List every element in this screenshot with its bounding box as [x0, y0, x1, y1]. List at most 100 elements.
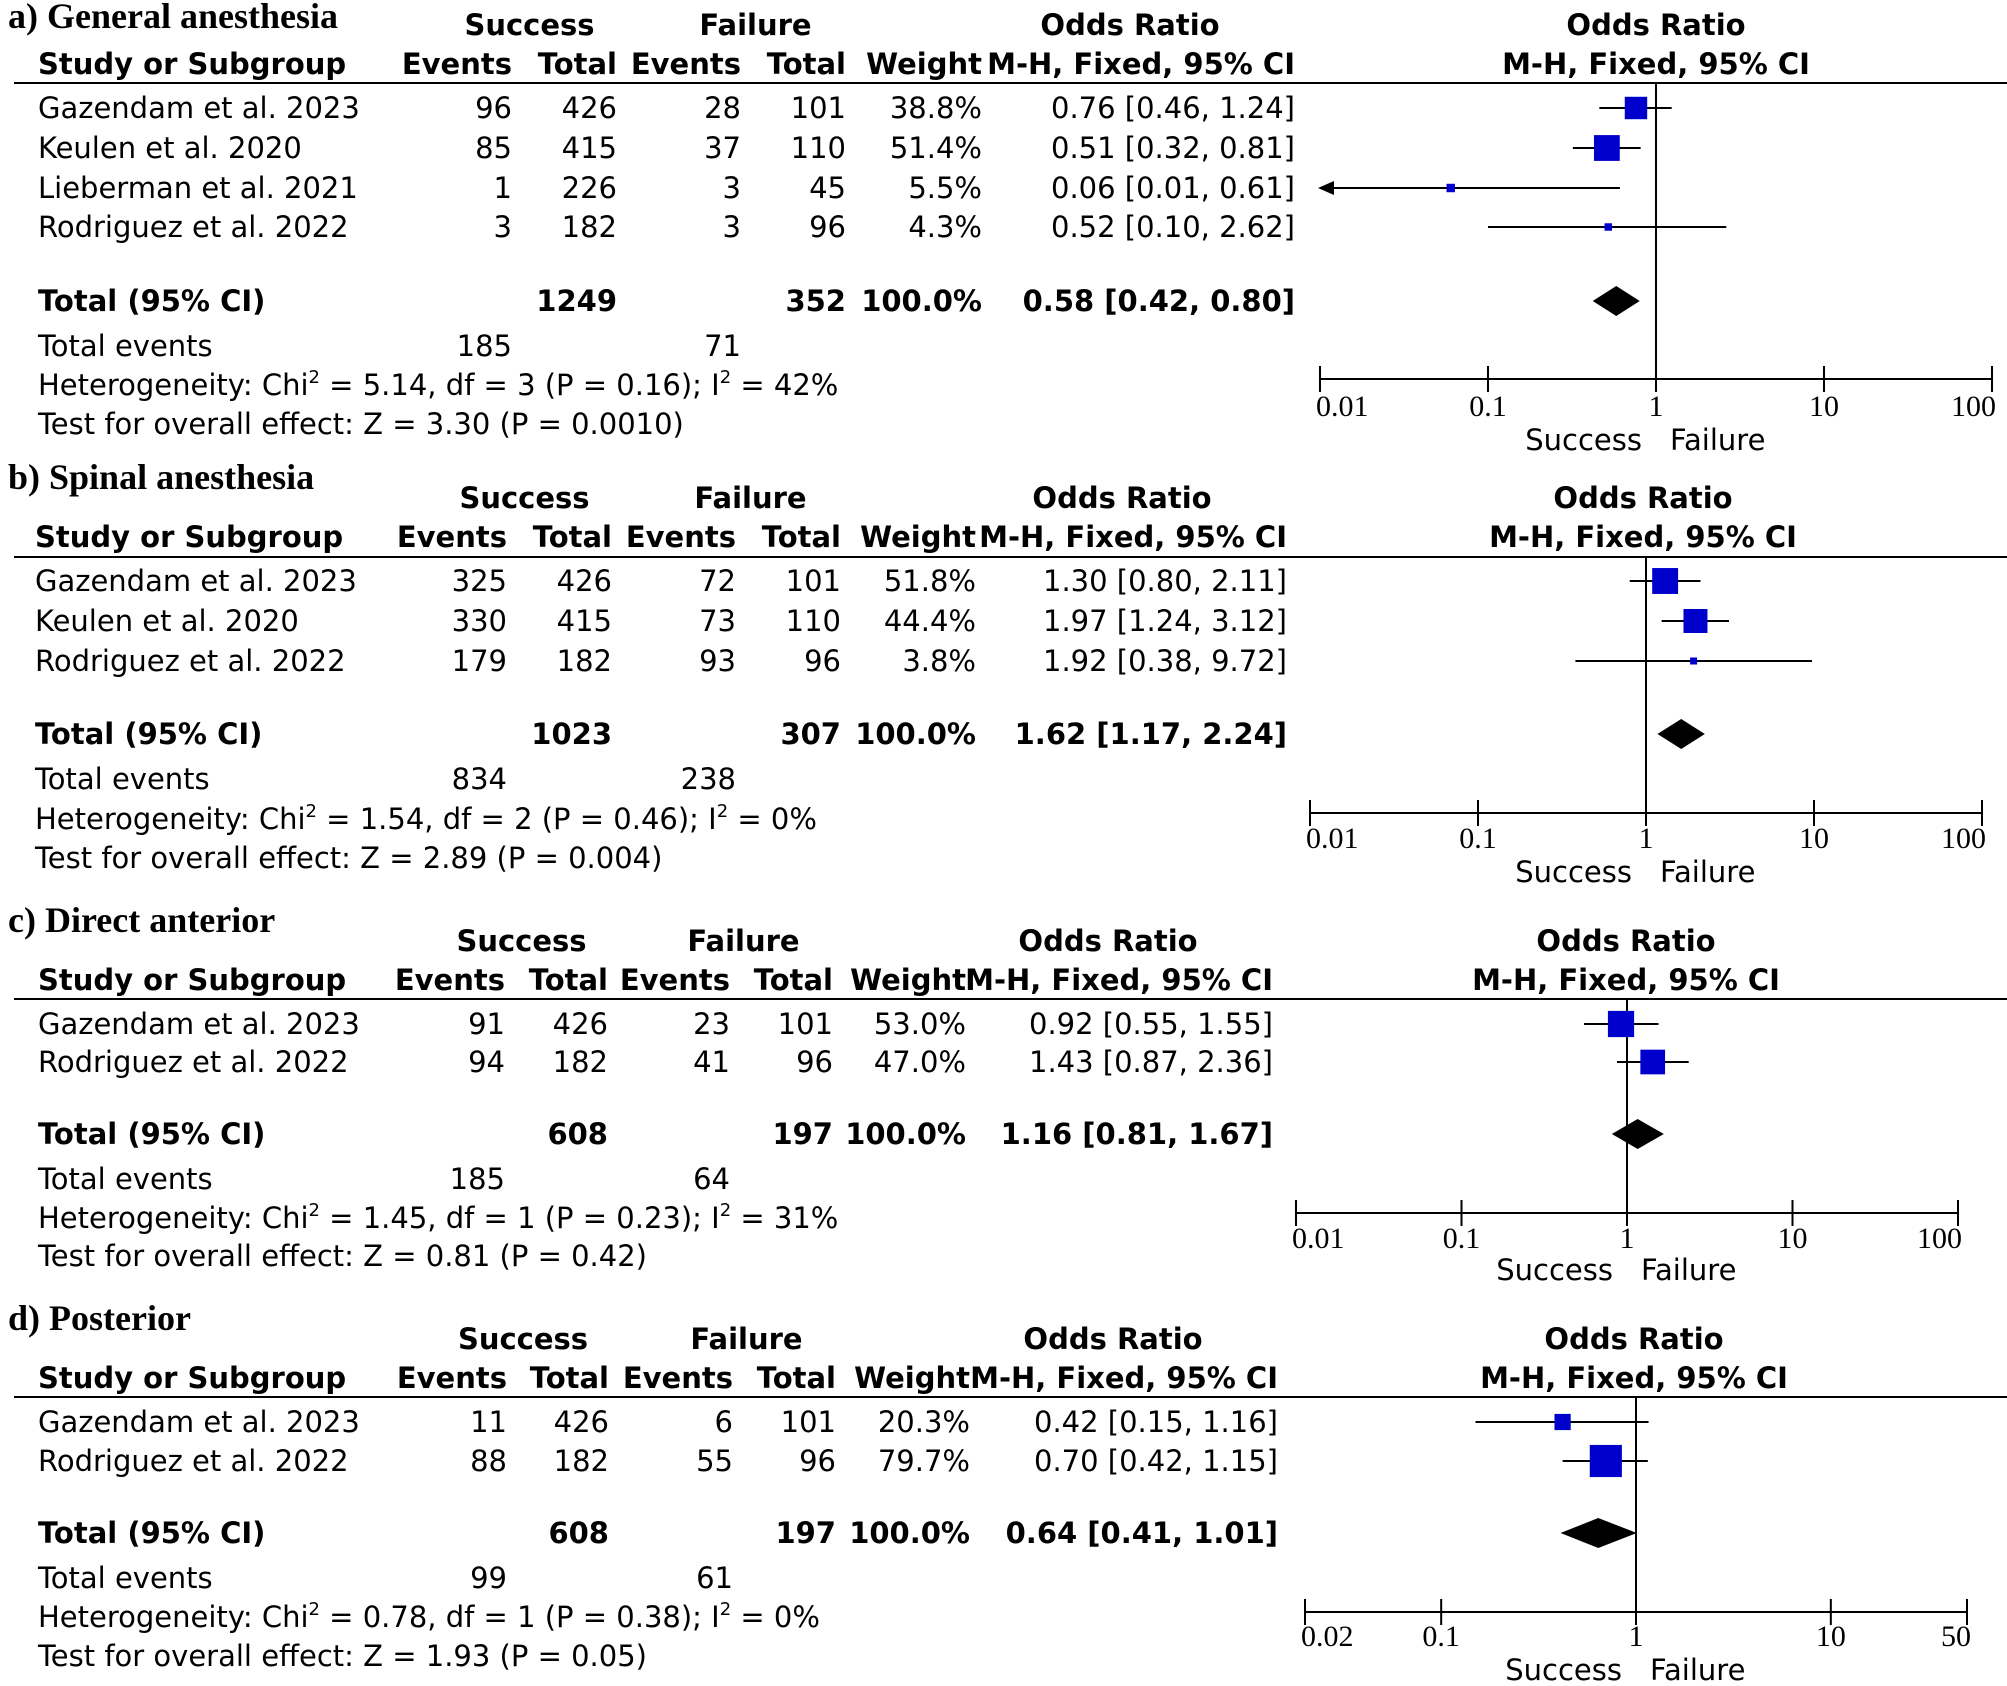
- study-row: Rodriguez et al. 2022 94 182 41 96 47.0% 1.43 …: [38, 1045, 1689, 1079]
- study-weight: 20.3%: [878, 1405, 970, 1439]
- study-odds-ratio: 1.30 [0.80, 2.11]: [1043, 564, 1287, 598]
- header-odds-ratio: Odds Ratio: [1040, 8, 1219, 42]
- study-weight: 4.3%: [908, 210, 982, 244]
- total-odds-ratio: 0.58 [0.42, 0.80]: [1023, 284, 1295, 318]
- failure-events: 73: [699, 604, 736, 638]
- study-weight: 51.8%: [884, 564, 976, 598]
- study-name: Rodriguez et al. 2022: [38, 1045, 349, 1079]
- failure-total: 45: [809, 171, 846, 205]
- success-events: 179: [452, 644, 507, 678]
- study-name: Lieberman et al. 2021: [38, 171, 358, 205]
- study-row: Rodriguez et al. 2022 179 182 93 96 3.8% 1.92 …: [35, 644, 1812, 678]
- success-total: 426: [557, 564, 612, 598]
- header-success-total: Total: [533, 520, 612, 554]
- total-events-label: Total events: [37, 329, 213, 363]
- x-tick-label: 100: [1951, 390, 1996, 423]
- total-diamond: [1611, 1119, 1664, 1149]
- study-weight: 47.0%: [874, 1045, 966, 1079]
- x-tick-label: 0.1: [1422, 1620, 1460, 1653]
- success-total: 182: [554, 1444, 609, 1478]
- header-success-total: Total: [538, 47, 617, 81]
- overall-effect: Test for overall effect: Z = 0.81 (P = 0…: [37, 1239, 647, 1273]
- header-failure: Failure: [699, 8, 811, 42]
- header-odds-ratio: Odds Ratio: [1023, 1322, 1202, 1356]
- header-odds-ratio: Odds Ratio: [1018, 924, 1197, 958]
- header-failure-total: Total: [754, 963, 833, 997]
- heterogeneity: Heterogeneity: Chi2 = 1.45, df = 1 (P = …: [38, 1200, 838, 1235]
- total-events-success: 185: [457, 329, 512, 363]
- plot-header-odds-ratio: Odds Ratio: [1566, 8, 1745, 42]
- failure-total: 101: [786, 564, 841, 598]
- header-method: M-H, Fixed, 95% CI: [965, 963, 1273, 997]
- study-row: Keulen et al. 2020 330 415 73 110 44.4% 1.97 […: [35, 604, 1730, 638]
- favours-failure-label: Failure: [1660, 855, 1755, 889]
- failure-events: 55: [696, 1444, 733, 1478]
- panel-title: d) Posterior: [8, 1298, 191, 1338]
- favours-success-label: Success: [1525, 423, 1642, 457]
- panel-title: c) Direct anterior: [8, 900, 275, 940]
- failure-events: 6: [715, 1405, 733, 1439]
- header-success: Success: [464, 8, 594, 42]
- study-name: Rodriguez et al. 2022: [38, 210, 349, 244]
- study-name: Keulen et al. 2020: [38, 131, 302, 165]
- study-weight: 38.8%: [890, 91, 982, 125]
- x-tick-label: 0.01: [1306, 822, 1359, 855]
- x-tick-label: 0.1: [1459, 822, 1497, 855]
- forest-panel-b: b) Spinal anesthesia Success Failure Odds R…: [8, 457, 2007, 889]
- failure-total: 96: [809, 210, 846, 244]
- success-events: 3: [494, 210, 512, 244]
- study-name: Rodriguez et al. 2022: [35, 644, 346, 678]
- header-study: Study or Subgroup: [35, 520, 343, 554]
- header-study: Study or Subgroup: [38, 1361, 346, 1395]
- plot-header-odds-ratio: Odds Ratio: [1553, 481, 1732, 515]
- total-odds-ratio: 1.62 [1.17, 2.24]: [1015, 717, 1287, 751]
- header-success: Success: [458, 1322, 588, 1356]
- failure-events: 3: [723, 171, 741, 205]
- plot-header-method: M-H, Fixed, 95% CI: [1489, 520, 1797, 554]
- study-weight: 51.4%: [890, 131, 982, 165]
- success-total: 182: [562, 210, 617, 244]
- study-row: Rodriguez et al. 2022 88 182 55 96 79.7% 0.70 …: [38, 1444, 1648, 1478]
- failure-events: 3: [723, 210, 741, 244]
- header-failure-events: Events: [626, 520, 736, 554]
- ci-arrow: [1318, 181, 1334, 195]
- study-square: [1683, 609, 1708, 633]
- header-failure-events: Events: [620, 963, 730, 997]
- total-success-total: 608: [548, 1516, 609, 1550]
- header-failure-total: Total: [757, 1361, 836, 1395]
- x-tick-label: 0.1: [1469, 390, 1507, 423]
- total-diamond: [1657, 719, 1705, 749]
- favours-success-label: Success: [1496, 1253, 1613, 1287]
- x-tick-label: 50: [1941, 1620, 1971, 1653]
- study-weight: 53.0%: [874, 1007, 966, 1041]
- study-odds-ratio: 0.06 [0.01, 0.61]: [1051, 171, 1295, 205]
- header-failure-events: Events: [631, 47, 741, 81]
- header-success: Success: [459, 481, 589, 515]
- success-events: 11: [470, 1405, 507, 1439]
- success-events: 88: [470, 1444, 507, 1478]
- total-success-total: 608: [547, 1117, 608, 1151]
- total-failure-total: 197: [775, 1516, 836, 1550]
- success-events: 94: [468, 1045, 505, 1079]
- study-square: [1607, 1010, 1635, 1038]
- heterogeneity: Heterogeneity: Chi2 = 0.78, df = 1 (P = …: [38, 1599, 820, 1634]
- header-success-events: Events: [395, 963, 505, 997]
- header-failure: Failure: [690, 1322, 802, 1356]
- study-odds-ratio: 0.52 [0.10, 2.62]: [1051, 210, 1295, 244]
- success-events: 96: [475, 91, 512, 125]
- study-row: Gazendam et al. 2023 11 426 6 101 20.3% 0.42 […: [38, 1405, 1649, 1439]
- total-odds-ratio: 0.64 [0.41, 1.01]: [1006, 1516, 1278, 1550]
- study-square: [1652, 568, 1679, 594]
- header-weight: Weight: [850, 963, 966, 997]
- total-events-failure: 71: [704, 329, 741, 363]
- header-success: Success: [456, 924, 586, 958]
- study-odds-ratio: 0.92 [0.55, 1.55]: [1029, 1007, 1273, 1041]
- study-odds-ratio: 0.70 [0.42, 1.15]: [1034, 1444, 1278, 1478]
- failure-events: 41: [693, 1045, 730, 1079]
- study-row: Gazendam et al. 2023 325 426 72 101 51.8% 1.30…: [35, 564, 1701, 598]
- failure-events: 28: [704, 91, 741, 125]
- success-total: 182: [553, 1045, 608, 1079]
- study-weight: 44.4%: [884, 604, 976, 638]
- x-tick-label: 10: [1816, 1620, 1846, 1653]
